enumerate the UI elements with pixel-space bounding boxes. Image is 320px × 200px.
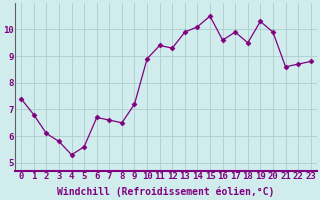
X-axis label: Windchill (Refroidissement éolien,°C): Windchill (Refroidissement éolien,°C) (57, 187, 275, 197)
